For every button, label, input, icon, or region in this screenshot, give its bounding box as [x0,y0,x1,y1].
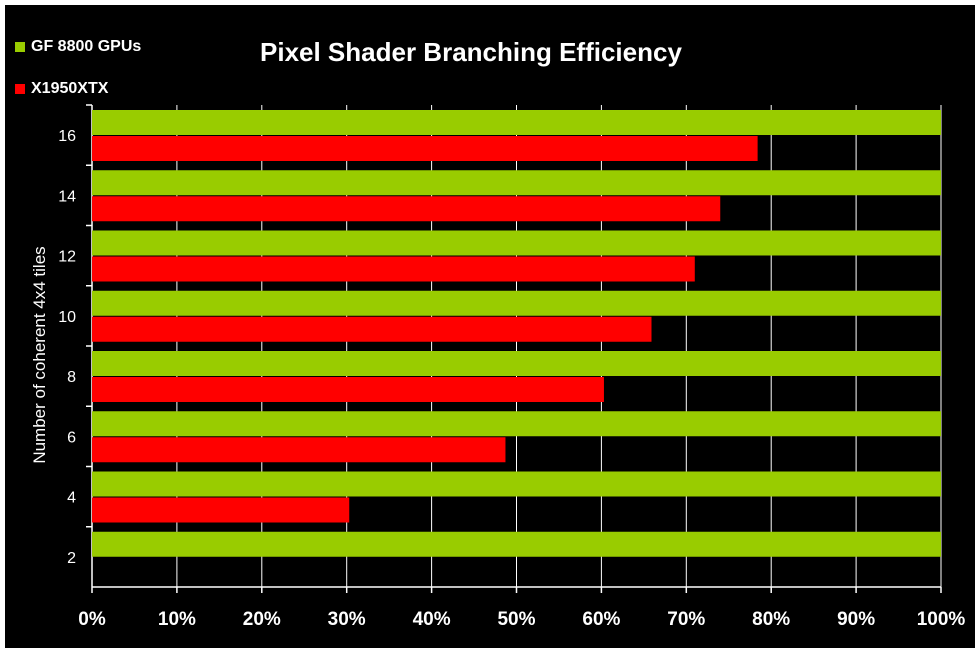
x-tick-label: 0% [78,609,106,630]
y-tick-label: 14 [58,188,76,205]
x-tick-label: 100% [917,609,966,630]
bar-x1950xtx [92,437,506,463]
x-tick-label: 20% [243,609,281,630]
x-tick-label: 70% [667,609,705,630]
bar-x1950xtx [92,377,604,402]
y-tick-label: 12 [58,249,76,266]
legend-item-x1950xtx: X1950XTX [15,80,108,98]
chart-frame: GF 8800 GPUs X1950XTX Pixel Shader Branc… [5,5,975,648]
bar-gf8800 [92,531,941,557]
bar-x1950xtx [92,196,721,222]
y-tick-label: 6 [67,429,76,446]
bar-gf8800 [92,411,941,437]
x-tick-label: 50% [497,609,535,630]
bar-gf8800 [92,471,941,497]
chart-title: Pixel Shader Branching Efficiency [260,37,682,67]
bar-gf8800 [92,230,941,256]
bar-x1950xtx [92,136,758,161]
y-tick-label: 2 [67,550,76,567]
x-tick-label: 90% [837,609,875,630]
bar-gf8800 [92,170,941,196]
bar-x1950xtx [92,256,695,282]
x-tick-label: 80% [752,609,790,630]
bar-x1950xtx [92,497,350,523]
x-tick-label: 30% [328,609,366,630]
y-tick-label: 10 [58,309,76,326]
x-tick-label: 40% [413,609,451,630]
bar-gf8800 [92,290,941,316]
bar-gf8800 [92,351,941,376]
legend-swatch-gf8800 [15,42,25,52]
bar-chart: 0% 10% 20% 30% 40% 50% 60% 70% 80% 90% 100% 2 4 6 8 10 1… [58,104,966,630]
y-tick-label: 8 [67,369,76,386]
x-tick-label: 10% [158,609,196,630]
y-tick-label: 16 [58,128,76,145]
legend-swatch-x1950xtx [15,84,25,94]
bar-x1950xtx [92,316,652,342]
legend-item-gf8800: GF 8800 GPUs [15,38,141,56]
x-tick-label: 60% [582,609,620,630]
legend-label-gf8800: GF 8800 GPUs [31,38,142,55]
y-tick-label: 4 [67,490,76,507]
bar-gf8800 [92,110,941,135]
legend-label-x1950xtx: X1950XTX [31,80,109,97]
